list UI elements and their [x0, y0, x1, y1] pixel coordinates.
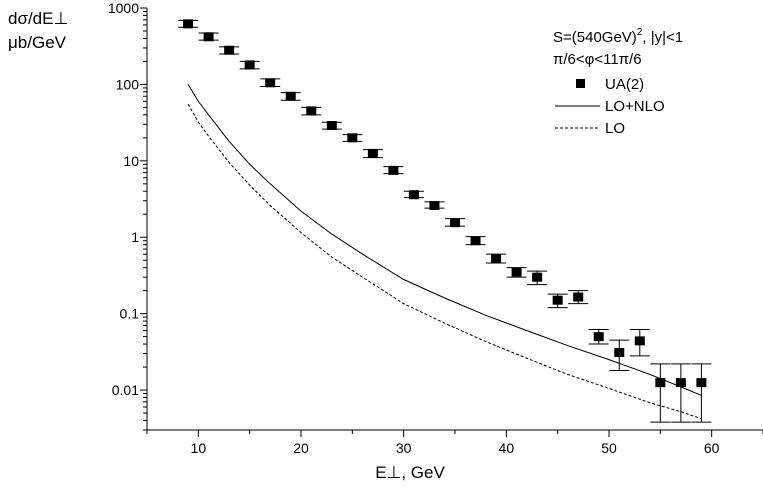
- legend-label-lonlo: LO+NLO: [605, 98, 665, 115]
- data-point: [614, 348, 625, 358]
- y-tick-label: 0.1: [120, 306, 140, 322]
- data-point: [183, 19, 194, 29]
- x-axis-title: E⊥, GeV: [375, 463, 445, 482]
- x-tick-label: 50: [601, 440, 617, 456]
- data-point: [696, 378, 707, 388]
- data-point: [655, 378, 666, 388]
- data-points: [178, 19, 712, 423]
- data-point: [593, 332, 604, 342]
- data-point: [224, 45, 235, 55]
- data-point: [203, 32, 214, 42]
- y-tick-label: 0.01: [112, 382, 139, 398]
- data-point: [532, 272, 543, 282]
- x-tick-label: 10: [191, 440, 207, 456]
- data-point: [470, 236, 481, 246]
- data-point: [491, 254, 502, 264]
- annotation-energy-tail: , |y|<1: [642, 29, 683, 46]
- x-tick-label: 30: [396, 440, 412, 456]
- y-tick-label: 1000: [108, 0, 139, 16]
- legend: UA(2) LO+NLO LO: [555, 76, 665, 137]
- data-point: [326, 120, 337, 130]
- y-axis-title-line1: dσ/dE⊥: [8, 9, 68, 28]
- data-point: [347, 133, 358, 143]
- legend-label-ua2: UA(2): [605, 76, 644, 93]
- y-axis-title-line2: μb/GeV: [8, 33, 67, 52]
- legend-label-lo: LO: [605, 120, 625, 137]
- curve-lo-nlo: [187, 84, 702, 396]
- annotation-energy: S=(540GeV)2, |y|<1: [553, 27, 683, 46]
- legend-marker-ua2: [576, 79, 585, 88]
- curve-lo: [187, 103, 702, 420]
- data-point: [244, 60, 255, 70]
- x-tick-label: 40: [499, 440, 515, 456]
- data-point: [367, 148, 378, 158]
- y-tick-label: 10: [123, 153, 139, 169]
- data-point: [265, 78, 276, 88]
- data-point: [675, 378, 686, 388]
- data-point: [552, 295, 563, 305]
- curves: [187, 84, 702, 420]
- annotation-energy-text: S=(540GeV): [553, 29, 637, 46]
- tick-labels: 10 20 30 40 50 60 0.01 0.1 1 10 100 1000: [108, 0, 720, 456]
- axes: [140, 7, 763, 437]
- x-tick-label: 20: [293, 440, 309, 456]
- y-tick-label: 1: [131, 229, 139, 245]
- data-point: [429, 201, 440, 211]
- data-point: [388, 165, 399, 175]
- data-point: [408, 190, 419, 200]
- x-tick-label: 60: [704, 440, 720, 456]
- data-point: [573, 292, 584, 302]
- data-point: [511, 267, 522, 277]
- data-point: [306, 106, 317, 116]
- data-point: [285, 91, 296, 101]
- y-tick-label: 100: [116, 76, 140, 92]
- annotation-energy-sup: 2: [637, 27, 643, 38]
- annotation-phi: π/6<φ<11π/6: [553, 51, 642, 68]
- data-point: [634, 336, 645, 346]
- data-point: [450, 218, 460, 228]
